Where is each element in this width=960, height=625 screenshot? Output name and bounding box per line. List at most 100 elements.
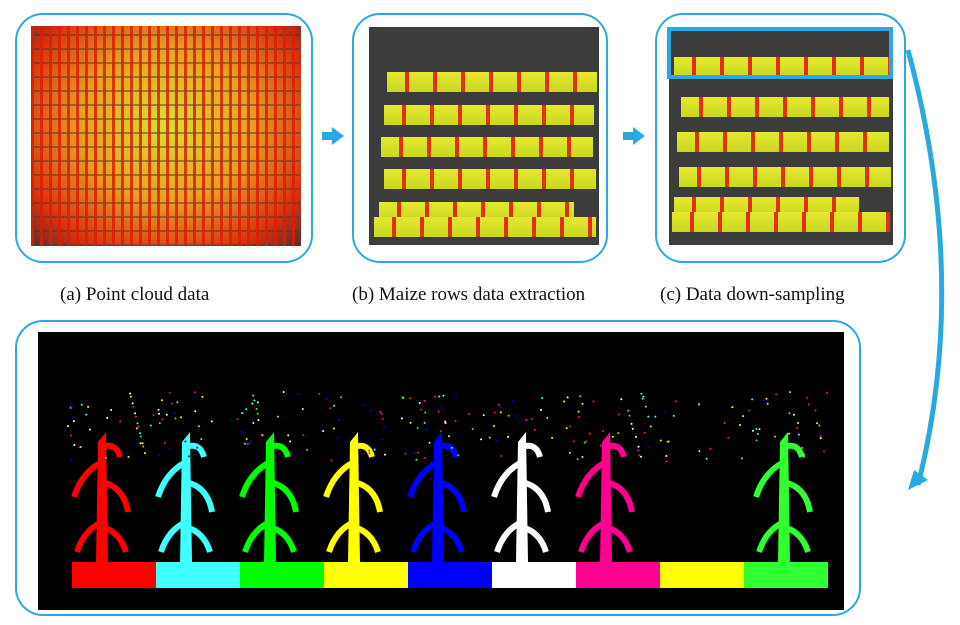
noise-point bbox=[819, 437, 822, 440]
segment-bar bbox=[72, 562, 156, 588]
noise-point bbox=[642, 395, 645, 398]
noise-point bbox=[751, 398, 754, 401]
noise-point bbox=[644, 405, 647, 408]
noise-point bbox=[640, 392, 643, 395]
noise-point bbox=[201, 395, 204, 398]
noise-point bbox=[382, 425, 385, 428]
noise-point bbox=[643, 431, 646, 434]
noise-point bbox=[428, 441, 431, 444]
maize-row bbox=[374, 217, 596, 237]
noise-point bbox=[163, 441, 166, 444]
noise-point bbox=[255, 407, 258, 410]
noise-point bbox=[802, 455, 805, 458]
curved-arrow-icon bbox=[905, 49, 945, 490]
noise-point bbox=[515, 415, 518, 418]
noise-point bbox=[252, 394, 255, 397]
noise-point bbox=[637, 445, 640, 448]
maize-row bbox=[681, 97, 889, 117]
noise-point bbox=[742, 415, 745, 418]
segment-bar bbox=[408, 562, 492, 588]
noise-point bbox=[583, 441, 586, 444]
noise-point bbox=[457, 454, 460, 457]
noise-point bbox=[775, 393, 778, 396]
noise-point bbox=[566, 396, 569, 399]
noise-point bbox=[272, 444, 275, 447]
noise-point bbox=[298, 393, 301, 396]
noise-point bbox=[697, 403, 700, 406]
segment-bar bbox=[744, 562, 828, 588]
noise-point bbox=[471, 427, 474, 430]
noise-point bbox=[132, 405, 135, 408]
noise-point bbox=[401, 396, 404, 399]
plant-segment bbox=[491, 432, 551, 562]
noise-point bbox=[322, 429, 325, 432]
noise-point bbox=[240, 412, 243, 415]
noise-point bbox=[318, 392, 321, 395]
noise-point bbox=[139, 442, 142, 445]
noise-point bbox=[301, 407, 304, 410]
segment-bar bbox=[324, 562, 408, 588]
noise-point bbox=[72, 420, 75, 423]
noise-point bbox=[424, 457, 427, 460]
noise-point bbox=[423, 421, 426, 424]
noise-point bbox=[551, 436, 554, 439]
noise-point bbox=[380, 412, 383, 415]
noise-point bbox=[579, 395, 582, 398]
noise-point bbox=[119, 420, 122, 423]
noise-point bbox=[816, 422, 819, 425]
down-sampled-image bbox=[669, 27, 893, 245]
noise-point bbox=[577, 416, 580, 419]
noise-point bbox=[641, 397, 644, 400]
noise-point bbox=[568, 451, 571, 454]
noise-point bbox=[765, 397, 768, 400]
noise-point bbox=[194, 391, 197, 394]
noise-point bbox=[814, 409, 817, 412]
noise-point bbox=[158, 422, 161, 425]
noise-point bbox=[257, 419, 260, 422]
noise-point bbox=[126, 452, 129, 455]
noise-point bbox=[80, 403, 83, 406]
noise-point bbox=[437, 410, 440, 413]
noise-point bbox=[87, 405, 90, 408]
noise-point bbox=[69, 459, 72, 462]
noise-point bbox=[251, 402, 254, 405]
noise-point bbox=[418, 401, 421, 404]
noise-point bbox=[423, 399, 426, 402]
noise-point bbox=[184, 440, 187, 443]
noise-point bbox=[168, 391, 171, 394]
noise-point bbox=[525, 419, 528, 422]
caption-c: (c) Data down-sampling bbox=[660, 284, 845, 305]
noise-point bbox=[168, 448, 171, 451]
noise-point bbox=[287, 434, 290, 437]
noise-point bbox=[617, 413, 620, 416]
noise-point bbox=[709, 447, 712, 450]
noise-point bbox=[495, 440, 498, 443]
noise-point bbox=[424, 411, 427, 414]
noise-point bbox=[741, 457, 744, 460]
noise-point bbox=[158, 412, 161, 415]
noise-point bbox=[434, 395, 437, 398]
noise-point bbox=[788, 432, 791, 435]
noise-point bbox=[572, 440, 575, 443]
noise-point bbox=[413, 452, 416, 455]
noise-point bbox=[748, 409, 751, 412]
noise-point bbox=[819, 435, 822, 438]
noise-point bbox=[540, 408, 543, 411]
noise-point bbox=[384, 453, 387, 456]
plant-segment bbox=[155, 432, 215, 562]
noise-point bbox=[194, 410, 197, 413]
noise-point bbox=[158, 453, 161, 456]
noise-point bbox=[129, 392, 132, 395]
noise-point bbox=[256, 412, 259, 415]
noise-point bbox=[127, 455, 130, 458]
arrow-right-icon bbox=[322, 127, 344, 145]
noise-point bbox=[801, 446, 804, 449]
noise-point bbox=[507, 414, 510, 417]
noise-point bbox=[577, 410, 580, 413]
noise-point bbox=[78, 446, 81, 449]
noise-point bbox=[620, 398, 623, 401]
noise-point bbox=[440, 407, 443, 410]
noise-point bbox=[139, 435, 142, 438]
noise-point bbox=[106, 416, 109, 419]
noise-point bbox=[196, 446, 199, 449]
